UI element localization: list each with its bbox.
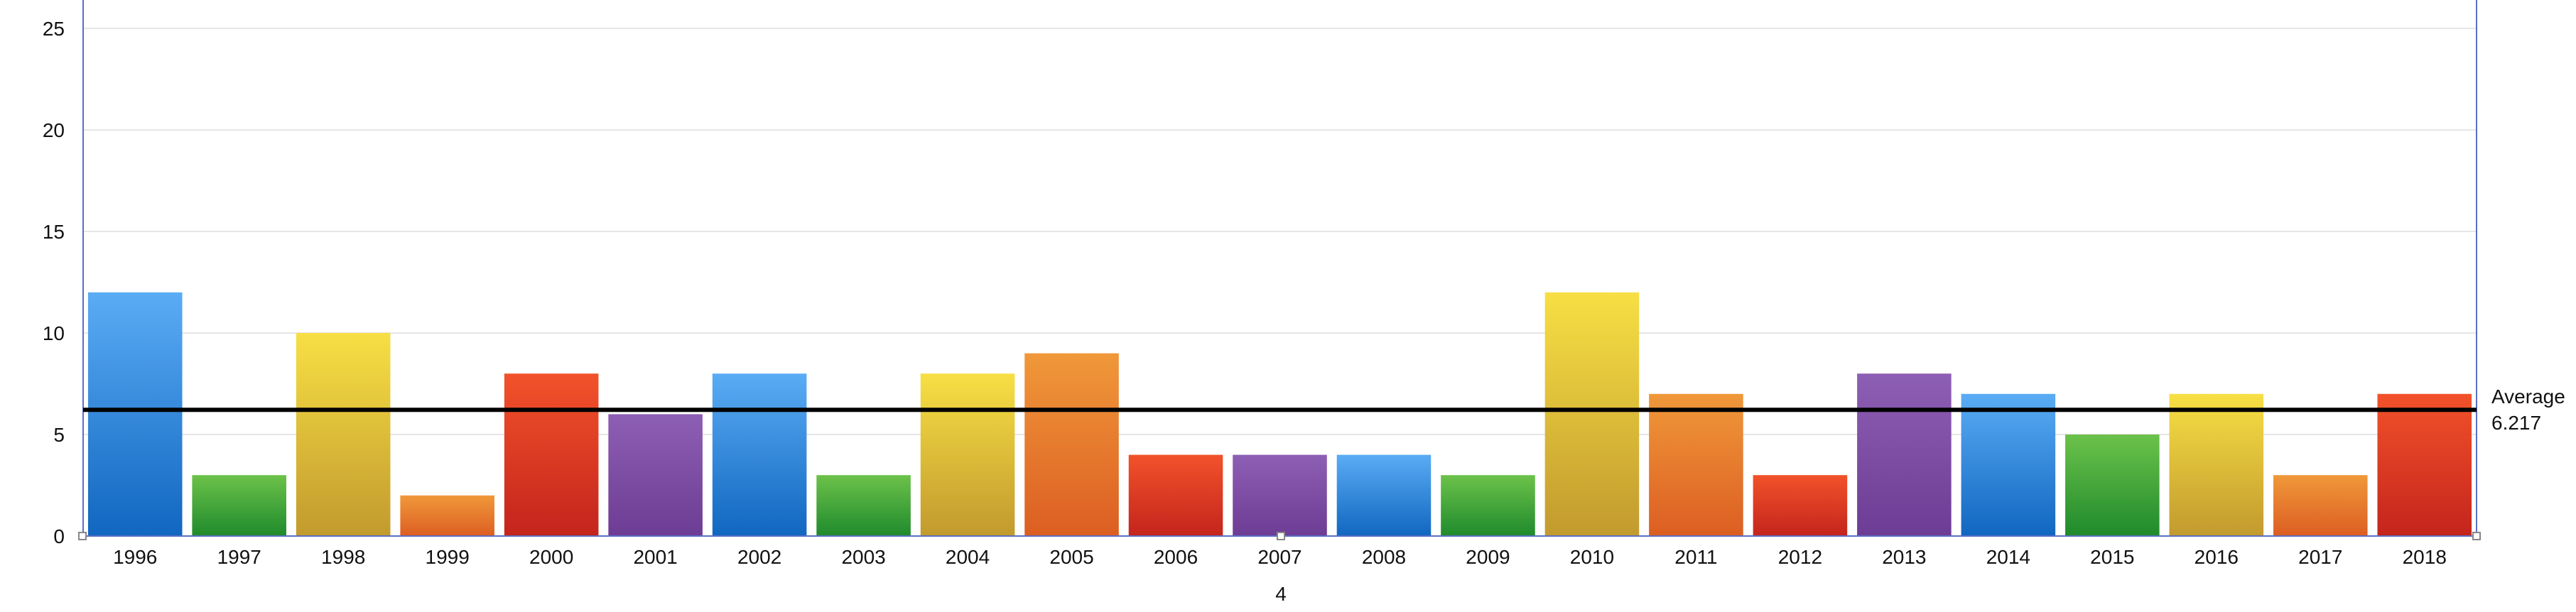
x-tick-label: 1998	[321, 546, 365, 568]
x-tick-label: 2004	[946, 546, 990, 568]
bar-1999[interactable]	[400, 495, 494, 536]
y-tick-label: 25	[43, 18, 65, 40]
bar-2013[interactable]	[1857, 373, 1952, 536]
x-tick-label: 2009	[1466, 546, 1510, 568]
selection-handle-right[interactable]	[2472, 532, 2481, 540]
y-tick-label: 15	[43, 221, 65, 243]
y-axis-ticks: 0 5 10 15 20 25	[43, 18, 65, 547]
x-tick-label: 2018	[2403, 546, 2447, 568]
x-tick-label: 2016	[2195, 546, 2239, 568]
average-value: 6.217	[2491, 412, 2541, 434]
bar-2006[interactable]	[1128, 454, 1223, 536]
bar-2003[interactable]	[816, 475, 911, 536]
y-tick-label: 10	[43, 322, 65, 344]
selection-handle-left[interactable]	[78, 532, 87, 540]
x-tick-label: 2008	[1362, 546, 1406, 568]
bar-1996[interactable]	[87, 292, 183, 536]
selection-handle-center[interactable]	[1277, 532, 1285, 540]
bar-2011[interactable]	[1649, 393, 1743, 536]
x-tick-label: 1999	[426, 546, 470, 568]
bar-2016[interactable]	[2169, 393, 2264, 536]
bar-2009[interactable]	[1441, 475, 1535, 536]
x-tick-label: 2007	[1257, 546, 1301, 568]
y-tick-label: 5	[53, 424, 65, 446]
x-tick-label: 2011	[1674, 546, 1717, 568]
x-tick-label: 1996	[113, 546, 157, 568]
bar-2015[interactable]	[2065, 435, 2160, 536]
x-tick-label: 2000	[529, 546, 573, 568]
bar-2007[interactable]	[1233, 454, 1327, 536]
average-label: Average	[2491, 386, 2565, 408]
x-tick-label: 2015	[2090, 546, 2134, 568]
x-tick-label: 2017	[2298, 546, 2342, 568]
bar-2014[interactable]	[1961, 393, 2056, 536]
x-tick-label: 2001	[633, 546, 677, 568]
x-tick-label: 2013	[1882, 546, 1926, 568]
bar-2001[interactable]	[608, 414, 703, 536]
bar-1997[interactable]	[192, 475, 286, 536]
x-axis-ticks: 1996 1997 1998 1999 2000 2001 2002 2003 2004 2005…	[113, 546, 2447, 568]
y-tick-label: 0	[53, 525, 65, 547]
bar-2004[interactable]	[920, 373, 1015, 536]
bar-2005[interactable]	[1024, 353, 1119, 536]
x-axis-label: 4	[1275, 583, 1287, 605]
bar-2008[interactable]	[1336, 454, 1432, 536]
bar-2017[interactable]	[2273, 475, 2368, 536]
bar-2012[interactable]	[1753, 475, 1848, 536]
bar-2000[interactable]	[504, 373, 599, 536]
x-tick-label: 2014	[1986, 546, 2030, 568]
x-tick-label: 2006	[1154, 546, 1198, 568]
x-tick-label: 2010	[1570, 546, 1614, 568]
bars	[87, 292, 2472, 536]
grid-lines	[83, 28, 2477, 435]
bar-2018[interactable]	[2377, 393, 2472, 536]
bar-2002[interactable]	[712, 373, 807, 536]
x-tick-label: 2003	[841, 546, 885, 568]
bar-2010[interactable]	[1544, 292, 1640, 536]
y-tick-label: 20	[43, 119, 65, 141]
bar-1998[interactable]	[296, 333, 391, 536]
x-tick-label: 2005	[1049, 546, 1093, 568]
x-tick-label: 2002	[737, 546, 781, 568]
x-tick-label: 1997	[217, 546, 261, 568]
x-tick-label: 2012	[1778, 546, 1822, 568]
